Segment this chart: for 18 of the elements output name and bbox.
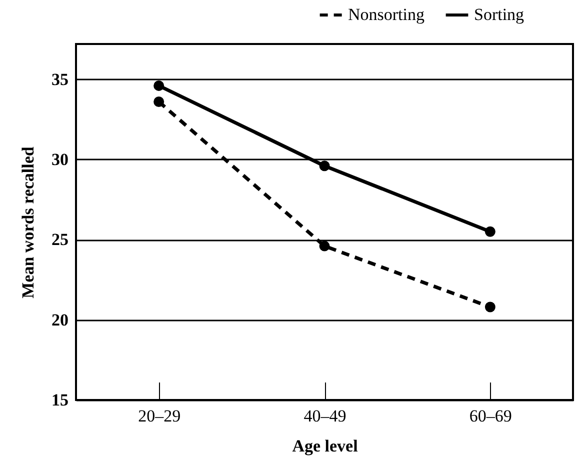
x-tick-label: 60–69 [469,406,512,426]
point [154,80,164,91]
point [319,240,330,252]
y-tick-label: 15 [52,390,68,410]
y-tick-label: 20 [52,310,68,330]
legend-label: Nonsorting [348,5,425,24]
y-tick-label: 30 [52,150,68,169]
point [484,302,496,312]
point [484,226,496,237]
legend-label: Sorting [474,5,525,24]
y-tick-label: 25 [52,230,68,250]
y-axis-title: Mean words recalled [18,146,38,298]
x-tick-label: 40–49 [304,406,346,426]
y-tick-label: 35 [52,70,68,89]
point [154,96,164,107]
x-axis-title: Age level [292,436,358,456]
x-tick-label: 20–29 [138,406,181,426]
point [319,160,330,172]
